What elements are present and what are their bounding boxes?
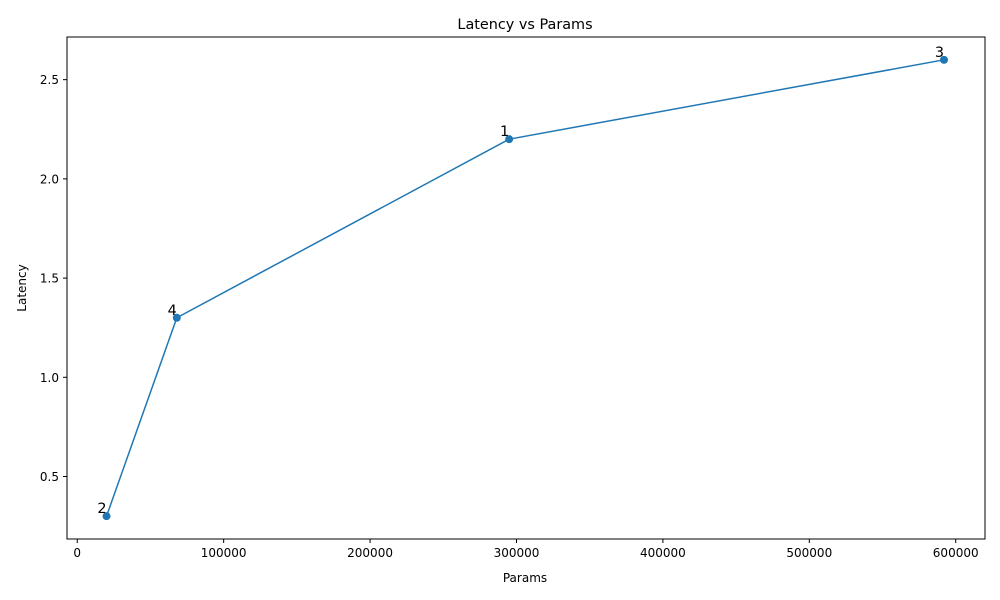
x-tick-label: 600000: [933, 546, 979, 560]
y-tick-label: 1.5: [40, 272, 59, 286]
x-tick-label: 400000: [640, 546, 686, 560]
x-axis-title: Params: [503, 571, 547, 585]
x-tick-label: 200000: [347, 546, 393, 560]
x-tick-label: 0: [73, 546, 81, 560]
point-label: 1: [500, 124, 509, 140]
data-point: [172, 313, 181, 322]
y-axis-title: Latency: [15, 264, 29, 311]
y-tick-label: 1.0: [40, 371, 59, 385]
plot-area: 0 100000 200000 300000 400000 500000 600000 0.5…: [40, 36, 986, 560]
point-label: 2: [97, 501, 106, 517]
data-point: [505, 135, 514, 144]
chart-title: Latency vs Params: [457, 17, 592, 33]
series-line: [105, 59, 945, 517]
x-tick-label: 500000: [786, 546, 832, 560]
y-tick-label: 2.0: [40, 172, 59, 186]
data-point: [102, 512, 111, 521]
data-point: [940, 55, 949, 64]
x-tick-label: 300000: [494, 546, 540, 560]
plot-frame: [66, 36, 986, 540]
y-tick-label: 0.5: [40, 470, 59, 484]
point-label: 3: [935, 45, 944, 61]
x-tick-label: 100000: [201, 546, 247, 560]
point-label: 4: [168, 303, 177, 319]
y-tick-label: 2.5: [40, 73, 59, 87]
